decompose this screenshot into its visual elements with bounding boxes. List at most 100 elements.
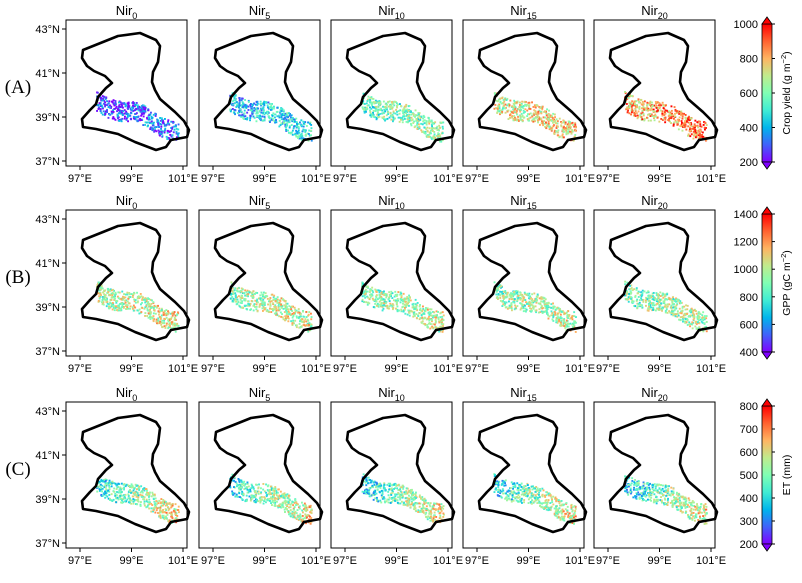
pixel <box>247 101 250 103</box>
pixel <box>164 508 167 511</box>
pixel <box>105 298 108 301</box>
pixel <box>628 94 631 96</box>
pixel <box>651 115 654 117</box>
pixel <box>412 122 415 124</box>
pixel <box>551 115 553 118</box>
pixel <box>668 113 671 116</box>
pixel <box>117 291 120 294</box>
pixel <box>253 109 256 112</box>
pixel <box>431 314 433 317</box>
pixel <box>267 106 269 109</box>
pixel <box>170 327 173 330</box>
pixel <box>305 324 308 327</box>
pixel <box>98 292 101 294</box>
pixel <box>240 302 243 304</box>
pixel <box>244 294 247 297</box>
pixel <box>505 306 508 309</box>
pixel <box>119 303 122 305</box>
pixel <box>550 310 553 313</box>
pixel <box>565 319 568 322</box>
pixel <box>123 102 126 104</box>
pixel <box>118 105 120 108</box>
pixel <box>284 300 287 303</box>
pixel <box>154 497 157 500</box>
pixel <box>678 110 680 113</box>
pixel <box>267 101 270 104</box>
pixel <box>292 120 295 123</box>
pixel <box>513 108 516 111</box>
pixel <box>243 109 246 112</box>
pixel <box>126 498 129 501</box>
pixel <box>120 491 123 494</box>
pixel <box>242 494 245 497</box>
pixel <box>282 298 285 301</box>
pixel <box>555 321 558 324</box>
pixel <box>529 116 532 119</box>
pixel <box>421 123 424 126</box>
pixel <box>627 107 630 110</box>
pixel <box>118 297 121 300</box>
lon-tick-label: 101°E <box>433 363 463 375</box>
pixel <box>122 297 125 300</box>
pixel <box>634 103 636 105</box>
pixel <box>137 498 140 501</box>
pixel <box>510 304 513 306</box>
colorbar-extend-max <box>761 206 773 215</box>
pixel <box>100 285 103 288</box>
pixel <box>268 300 270 303</box>
pixel <box>245 308 248 310</box>
pixel <box>405 297 408 300</box>
pixel <box>155 509 158 512</box>
pixel <box>412 114 415 117</box>
pixel <box>666 311 669 314</box>
pixel <box>138 485 140 488</box>
pixel <box>362 107 364 110</box>
pixel <box>302 129 305 131</box>
pixel <box>153 500 156 503</box>
pixel <box>681 112 684 115</box>
pixel <box>281 122 284 125</box>
pixel <box>392 111 395 114</box>
pixel <box>138 297 141 299</box>
pixel <box>101 113 104 116</box>
pixel <box>245 106 248 108</box>
pixel <box>653 117 655 119</box>
pixel <box>149 318 152 320</box>
pixel <box>308 324 310 327</box>
pixel <box>125 110 128 113</box>
pixel <box>667 115 670 118</box>
pixel <box>559 313 562 316</box>
pixel <box>119 498 122 501</box>
pixel <box>273 294 276 297</box>
pixel <box>234 298 237 301</box>
pixel <box>255 103 257 106</box>
pixel <box>518 114 521 117</box>
pixel <box>288 112 290 115</box>
pixel <box>168 131 171 133</box>
pixel <box>537 110 540 113</box>
pixel <box>100 287 103 289</box>
pixel <box>520 102 523 105</box>
pixel <box>639 114 642 117</box>
pixel <box>408 116 411 119</box>
pixel <box>259 299 262 302</box>
pixel <box>271 114 273 116</box>
pixel <box>408 301 410 303</box>
pixel <box>144 124 146 126</box>
pixel <box>533 292 536 295</box>
pixel <box>413 313 416 316</box>
pixel <box>425 318 428 321</box>
pixel <box>286 124 289 127</box>
pixel <box>166 130 169 132</box>
pixel <box>157 125 160 128</box>
pixel <box>670 109 673 112</box>
pixel <box>513 298 516 300</box>
pixel <box>140 501 142 503</box>
pixel <box>169 133 172 136</box>
pixel <box>302 315 305 318</box>
pixel <box>635 287 638 290</box>
panel-title-sub: 10 <box>395 11 405 21</box>
pixel <box>97 482 100 485</box>
